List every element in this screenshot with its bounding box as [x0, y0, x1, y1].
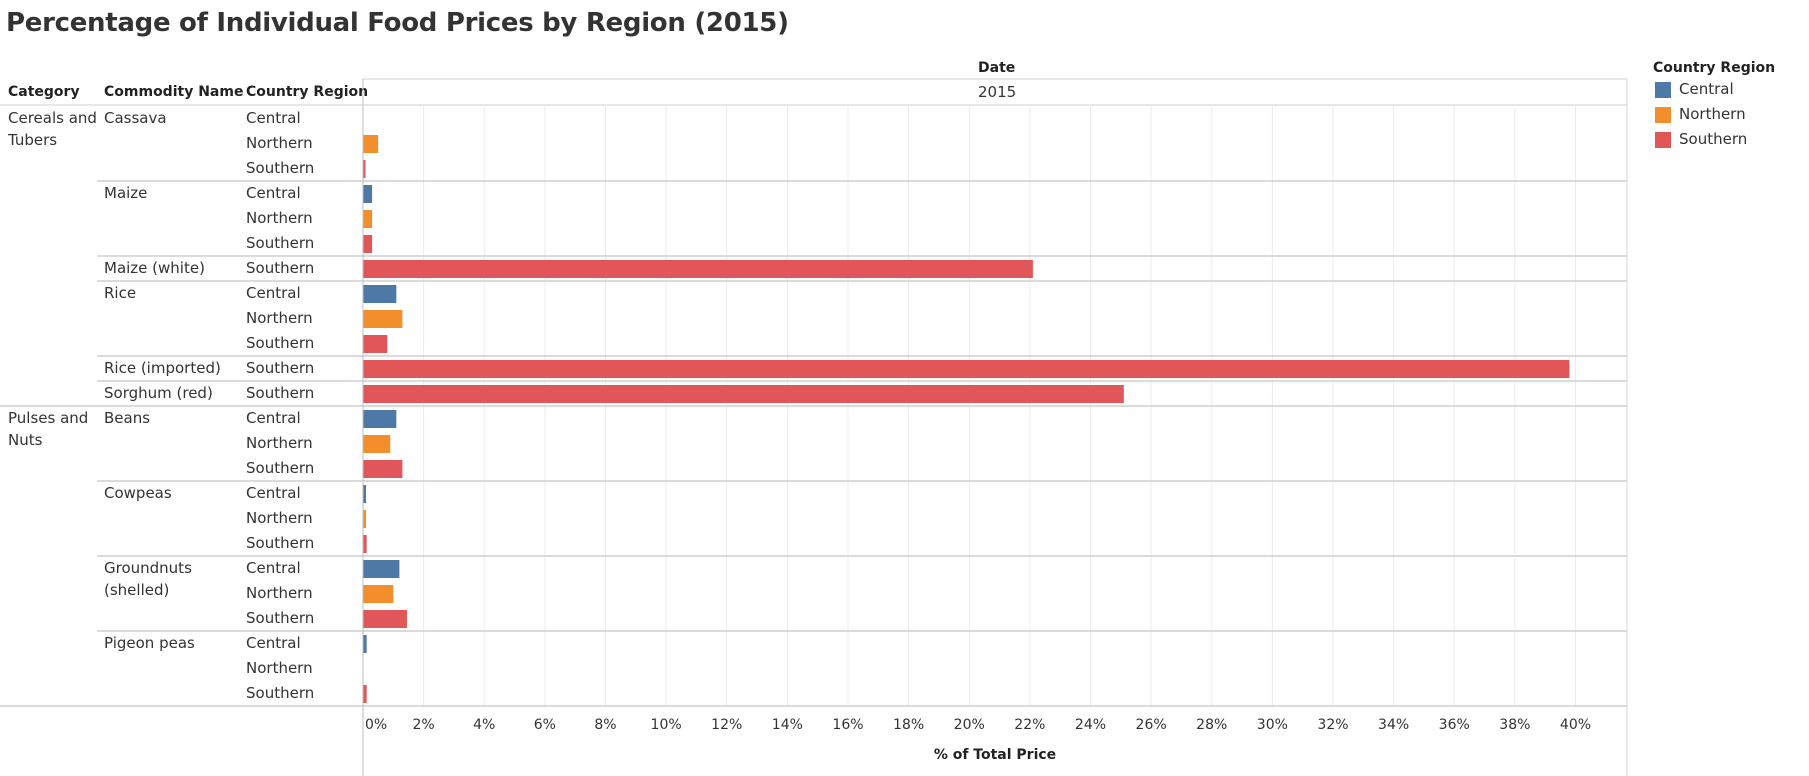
legend-swatch	[1655, 82, 1671, 98]
x-tick-label: 16%	[832, 717, 863, 733]
legend-label: Central	[1679, 80, 1734, 98]
region-label: Central	[246, 559, 301, 577]
bar-southern	[363, 360, 1570, 378]
region-label: Northern	[246, 659, 313, 677]
bar-northern	[363, 310, 403, 328]
region-label: Southern	[246, 384, 315, 402]
region-label: Northern	[246, 584, 313, 602]
x-tick-label: 28%	[1196, 717, 1227, 733]
region-label: Northern	[246, 434, 313, 452]
legend-label: Northern	[1679, 105, 1746, 123]
bar-southern	[363, 335, 388, 353]
category-label: Pulses and Nuts	[8, 409, 89, 449]
category-label: Cereals and Tubers	[8, 109, 97, 149]
region-label: Northern	[246, 509, 313, 527]
x-tick-label: 26%	[1136, 717, 1167, 733]
region-label: Southern	[246, 259, 315, 277]
commodity-label: Cowpeas	[104, 484, 172, 502]
legend-label: Southern	[1679, 130, 1748, 148]
commodity-label: Sorghum (red)	[104, 384, 213, 402]
bar-southern	[363, 460, 403, 478]
year-header: 2015	[978, 83, 1017, 101]
region-label: Southern	[246, 609, 315, 627]
x-tick-label: 36%	[1439, 717, 1470, 733]
bar-central	[363, 285, 397, 303]
bar-northern	[363, 435, 391, 453]
bar-southern	[363, 235, 373, 253]
bar-southern	[363, 260, 1033, 278]
bar-central	[363, 185, 373, 203]
x-tick-label: 14%	[772, 717, 803, 733]
region-label: Central	[246, 109, 301, 127]
region-label: Southern	[246, 359, 315, 377]
x-tick-label: 6%	[534, 717, 556, 733]
legend-swatch	[1655, 107, 1671, 123]
region-label: Central	[246, 284, 301, 302]
commodity-label: Beans	[104, 409, 151, 427]
x-tick-label: 40%	[1560, 717, 1591, 733]
x-tick-label: 22%	[1014, 717, 1045, 733]
commodity-label: Pigeon peas	[104, 634, 195, 652]
x-tick-label: 18%	[893, 717, 924, 733]
commodity-label: Maize (white)	[104, 259, 205, 277]
region-label: Southern	[246, 459, 315, 477]
x-tick-label: 12%	[711, 717, 742, 733]
legend-swatch	[1655, 132, 1671, 148]
x-tick-label: 30%	[1257, 717, 1288, 733]
region-header: Country Region	[246, 84, 369, 100]
commodity-label: Rice	[104, 284, 137, 302]
bar-northern	[363, 210, 373, 228]
bar-northern	[363, 585, 394, 603]
commodity-label: Groundnuts (shelled)	[104, 559, 192, 599]
bar-northern	[363, 135, 379, 153]
region-label: Southern	[246, 159, 315, 177]
region-label: Southern	[246, 334, 315, 352]
region-label: Southern	[246, 234, 315, 252]
bar-southern	[363, 610, 407, 628]
bar-southern	[363, 160, 366, 178]
bar-central	[363, 485, 367, 503]
commodity-label: Rice (imported)	[104, 359, 221, 377]
region-label: Central	[246, 634, 301, 652]
region-label: Central	[246, 184, 301, 202]
bar-central	[363, 410, 397, 428]
date-header: Date	[978, 60, 1016, 76]
x-tick-label: 34%	[1378, 717, 1409, 733]
x-tick-label: 20%	[954, 717, 985, 733]
bar-central	[363, 635, 367, 653]
region-label: Northern	[246, 134, 313, 152]
x-tick-label: 2%	[413, 717, 435, 733]
x-tick-label: 0%	[365, 717, 387, 733]
commodity-label: Maize	[104, 184, 148, 202]
x-tick-label: 24%	[1075, 717, 1106, 733]
region-label: Southern	[246, 684, 315, 702]
category-header: Category	[8, 84, 80, 100]
x-tick-label: 10%	[651, 717, 682, 733]
bar-northern	[363, 510, 367, 528]
x-tick-label: 38%	[1499, 717, 1530, 733]
bar-southern	[363, 685, 367, 703]
bar-southern	[363, 385, 1124, 403]
legend-title: Country Region	[1653, 60, 1776, 76]
bar-southern	[363, 535, 367, 553]
region-label: Northern	[246, 309, 313, 327]
commodity-label: Cassava	[104, 109, 167, 127]
commodity-header: Commodity Name	[104, 84, 244, 100]
region-label: Southern	[246, 534, 315, 552]
x-axis-title: % of Total Price	[934, 747, 1056, 763]
chart-title: Percentage of Individual Food Prices by …	[6, 8, 789, 38]
region-label: Central	[246, 484, 301, 502]
region-label: Central	[246, 409, 301, 427]
x-tick-label: 8%	[594, 717, 616, 733]
x-tick-label: 4%	[473, 717, 495, 733]
region-label: Northern	[246, 209, 313, 227]
x-tick-label: 32%	[1317, 717, 1348, 733]
bar-central	[363, 560, 400, 578]
